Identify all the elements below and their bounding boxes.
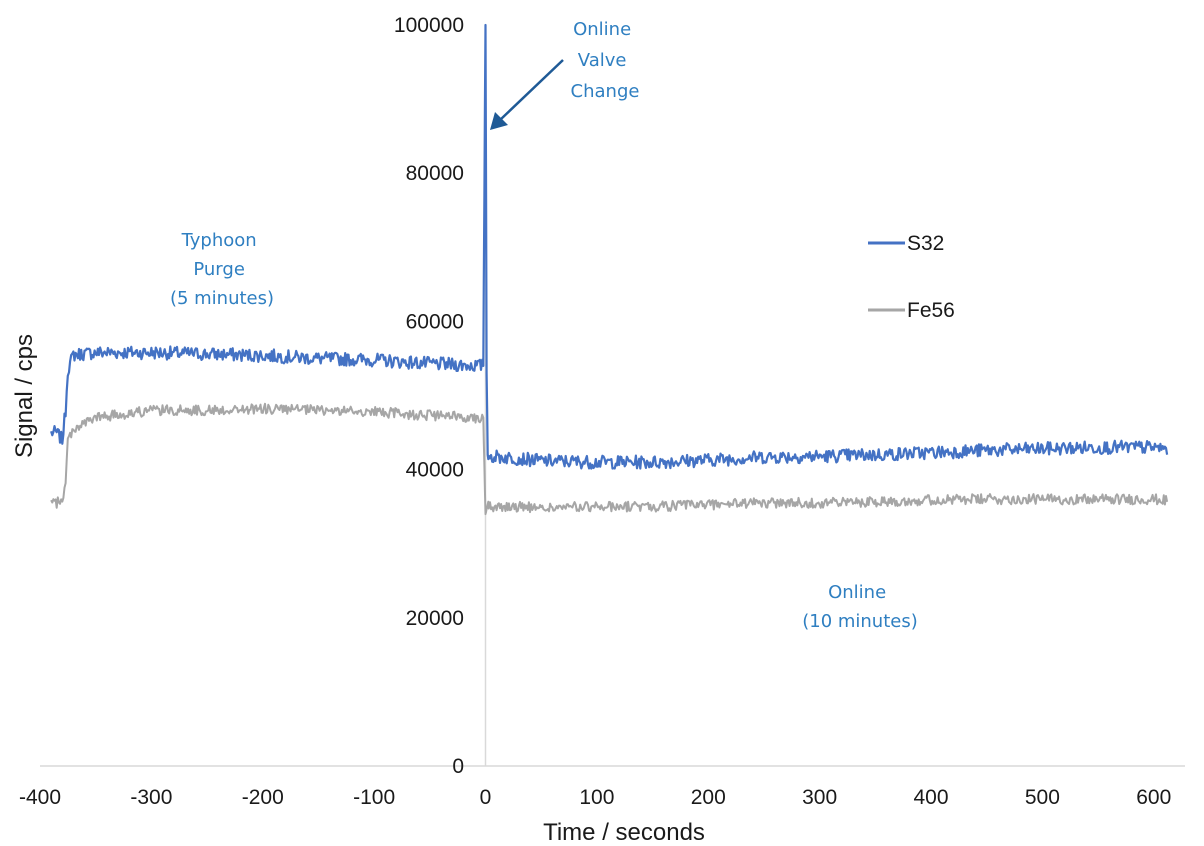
y-tick-label: 40000 xyxy=(406,459,464,482)
svg-text:Online Valve Chang: Online Valve Change xyxy=(571,19,640,102)
annotation-valve-change: Online Valve Change xyxy=(490,19,639,130)
annotation-purge-line-1: Typhoon xyxy=(181,230,257,251)
y-axis-title: Signal / cps xyxy=(11,334,38,458)
x-tick-label: 500 xyxy=(1025,786,1060,809)
y-tick-label: 80000 xyxy=(406,162,464,185)
annotation-online: Online (10 minutes) xyxy=(802,582,918,632)
annotation-valve-line-2: Valve xyxy=(578,50,627,71)
legend-label-s32: S32 xyxy=(907,232,944,255)
y-tick-label: 100000 xyxy=(394,14,464,37)
x-tick-label: -300 xyxy=(130,786,172,809)
x-tick-label: 600 xyxy=(1136,786,1171,809)
annotation-purge-line-2: Purge xyxy=(193,259,245,280)
annotation-typhoon-purge: Typhoon Purge (5 minutes) xyxy=(170,230,274,309)
x-tick-labels: -400 -300 -200 -100 0 100 200 300 400 500 600 xyxy=(19,786,1171,809)
y-tick-label: 0 xyxy=(452,755,464,778)
x-tick-label: -100 xyxy=(353,786,395,809)
annotation-online-line-1: Online xyxy=(828,582,886,603)
series-layer xyxy=(50,23,1169,516)
x-tick-label: 300 xyxy=(802,786,837,809)
annotation-arrowhead xyxy=(490,112,508,130)
legend-label-fe56: Fe56 xyxy=(907,299,955,322)
series-line-fe56 xyxy=(50,402,1169,516)
x-tick-label: 400 xyxy=(913,786,948,809)
x-tick-label: -400 xyxy=(19,786,61,809)
annotation-purge-line-3: (5 minutes) xyxy=(170,288,274,309)
annotation-valve-line-1: Online xyxy=(573,19,631,40)
x-tick-label: 200 xyxy=(691,786,726,809)
y-tick-label: 60000 xyxy=(406,310,464,333)
annotation-arrow xyxy=(499,59,564,121)
svg-text:Online (10 minutes): Online (10 minutes) xyxy=(802,582,918,632)
x-tick-label: 0 xyxy=(480,786,492,809)
annotation-online-line-2: (10 minutes) xyxy=(802,611,918,632)
x-tick-label: 100 xyxy=(579,786,614,809)
legend: S32 Fe56 xyxy=(868,232,955,322)
x-tick-label: -200 xyxy=(242,786,284,809)
y-tick-labels: 0 20000 40000 60000 80000 100000 xyxy=(394,14,464,778)
series-line-s32 xyxy=(50,23,1169,470)
x-axis-title: Time / seconds xyxy=(543,819,705,846)
svg-text:Typhoon Purge (5 m: Typhoon Purge (5 minutes) xyxy=(170,230,274,309)
annotation-valve-line-3: Change xyxy=(571,81,640,102)
y-tick-label: 20000 xyxy=(406,607,464,630)
